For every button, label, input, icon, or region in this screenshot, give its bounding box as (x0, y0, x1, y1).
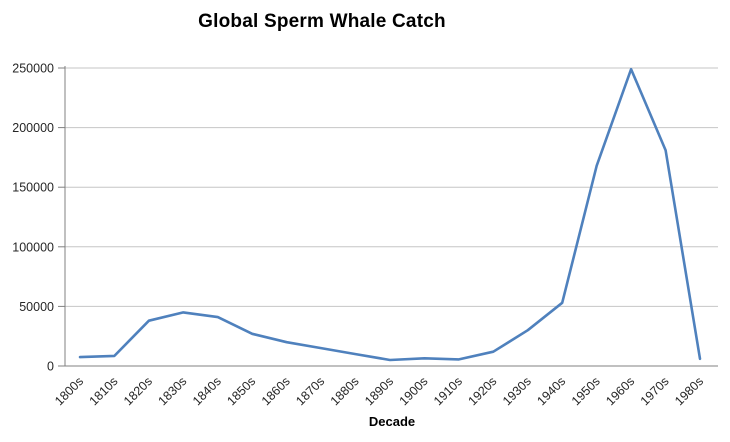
catch-data-line (78, 67, 702, 362)
x-axis-title: Decade (368, 414, 416, 429)
x-tick-label: 1820s (121, 374, 155, 408)
x-tick-label: 1940s (534, 374, 568, 408)
x-tick-label: 1890s (362, 374, 396, 408)
x-tick-label: 1800s (52, 374, 86, 408)
x-tick-label: 1860s (259, 374, 293, 408)
chart-title: Global Sperm Whale Catch (198, 11, 446, 32)
x-tick-label: 1980s (672, 374, 706, 408)
y-tick-label: 0 (47, 360, 54, 374)
x-tick-label: 1910s (431, 374, 465, 408)
x-tick-label: 1900s (397, 374, 431, 408)
x-tick-label: 1950s (569, 374, 603, 408)
x-tick-label: 1840s (190, 374, 224, 408)
x-tick-label: 1830s (155, 374, 189, 408)
x-tick-label: 1920s (465, 374, 499, 408)
x-tick-label: 1970s (638, 374, 672, 408)
x-tick-label: 1880s (328, 374, 362, 408)
y-tick-label: 50000 (19, 300, 54, 314)
x-tick-label: 1930s (500, 374, 534, 408)
x-tick-label: 1870s (293, 374, 327, 408)
x-tick-label: 1960s (603, 374, 637, 408)
x-tick-label: 1810s (87, 374, 121, 408)
y-tick-label: 150000 (12, 181, 54, 195)
y-tick-label: 250000 (12, 62, 54, 76)
x-tick-label: 1850s (224, 374, 258, 408)
y-tick-label: 200000 (12, 121, 54, 135)
y-tick-label: 100000 (12, 240, 54, 254)
